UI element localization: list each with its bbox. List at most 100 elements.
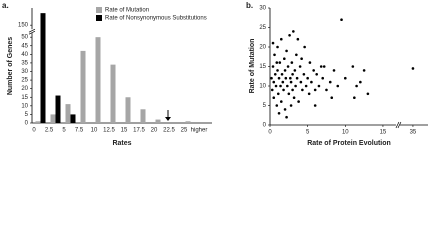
point <box>295 53 298 57</box>
point <box>310 80 313 84</box>
x-tick-label: 22.5 <box>163 128 175 134</box>
point <box>291 73 294 76</box>
bar <box>185 121 191 123</box>
bar <box>140 109 146 123</box>
y-tick-label: 25 <box>259 25 266 31</box>
y-tick-label: 45 <box>21 43 28 49</box>
point <box>277 112 281 115</box>
point <box>274 84 278 88</box>
bar <box>40 13 46 123</box>
x-tick-label: 15 <box>380 130 387 136</box>
x-tick-label: higher <box>191 128 208 134</box>
point <box>411 67 415 70</box>
y-tick-label: 10 <box>259 84 266 90</box>
point <box>359 80 362 84</box>
x-tick-label: 17.5 <box>133 128 145 134</box>
y-tick-label: 0 <box>25 121 29 127</box>
x-tick-label: 12.5 <box>103 128 115 134</box>
bar <box>55 95 61 123</box>
point <box>277 76 281 80</box>
bar <box>50 114 56 123</box>
point <box>306 76 309 80</box>
y-tick-label: 150 <box>18 23 29 29</box>
y-tick-label: 5 <box>263 103 267 109</box>
point <box>285 49 288 53</box>
bar <box>80 50 86 123</box>
point <box>289 80 293 84</box>
point <box>290 61 294 64</box>
x-tick-label: 35 <box>410 130 417 136</box>
bar <box>95 37 101 123</box>
point <box>282 88 285 92</box>
point <box>343 76 347 80</box>
y-tick-label: 15 <box>259 64 266 70</box>
point <box>294 84 297 88</box>
panel-label: a. <box>2 1 9 10</box>
legend-label: Rate of Mutation <box>105 8 149 14</box>
x-tick-label: 7.5 <box>75 128 84 134</box>
legend-swatch <box>96 7 102 13</box>
point <box>308 61 312 64</box>
arrow <box>165 110 171 121</box>
point <box>295 76 299 80</box>
point <box>300 57 303 60</box>
point <box>355 84 358 88</box>
point <box>292 96 296 99</box>
point <box>281 80 285 84</box>
point <box>270 88 274 92</box>
point <box>321 76 325 80</box>
point <box>280 73 284 76</box>
point <box>301 88 304 92</box>
y-tick-label: 35 <box>21 60 28 66</box>
point <box>273 53 276 57</box>
y-tick-label: 30 <box>259 6 266 12</box>
point <box>332 69 336 72</box>
point <box>313 88 317 92</box>
point <box>315 73 318 76</box>
y-tick-label: 5 <box>25 112 29 118</box>
point <box>289 104 293 107</box>
x-tick-label: 0 <box>268 130 272 136</box>
point <box>288 34 291 37</box>
y-tick-label: 15 <box>21 95 28 101</box>
point <box>325 88 328 92</box>
point <box>322 65 326 68</box>
point <box>297 100 300 103</box>
x-tick-label: 25 <box>181 128 188 134</box>
bar <box>110 64 116 123</box>
point <box>278 61 282 64</box>
y-tick-label: 20 <box>21 86 28 92</box>
legend-swatch <box>96 15 102 21</box>
point <box>276 92 280 96</box>
point <box>271 41 275 45</box>
y-axis-label: Rate of Mutation <box>249 39 256 94</box>
y-tick-label: 30 <box>21 69 28 75</box>
point <box>293 69 297 72</box>
point <box>299 80 303 84</box>
point <box>283 108 287 111</box>
y-tick-label: 0 <box>263 123 267 129</box>
y-tick-label: 40 <box>21 52 28 58</box>
x-tick-label: 5 <box>62 128 66 134</box>
panel-label: b. <box>246 1 253 10</box>
point <box>275 104 279 107</box>
point <box>362 69 366 72</box>
axis-break <box>395 121 402 129</box>
x-tick-label: 10 <box>91 128 98 134</box>
point <box>289 76 292 80</box>
point <box>307 92 311 96</box>
axis-break <box>28 28 36 35</box>
x-tick-label: 0 <box>32 128 36 134</box>
point <box>273 73 277 76</box>
point <box>312 69 315 72</box>
legend-label: Rate of Nonsynonymous Substitutions <box>105 16 207 22</box>
point <box>303 45 306 49</box>
point <box>292 30 295 33</box>
point <box>340 18 343 22</box>
x-axis-label: Rates <box>112 140 131 147</box>
point <box>270 76 273 80</box>
bar <box>70 114 76 123</box>
point <box>285 115 288 119</box>
bar <box>125 97 131 123</box>
x-tick-label: 10 <box>342 130 349 136</box>
